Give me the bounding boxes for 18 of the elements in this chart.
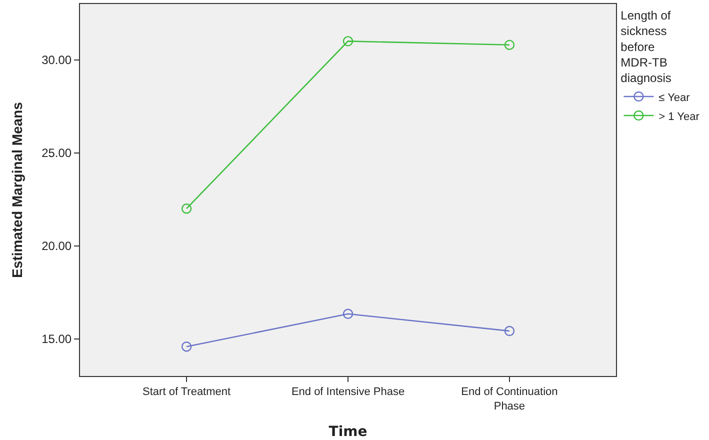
point: [504, 326, 515, 336]
point: [181, 342, 192, 352]
point: [342, 36, 354, 46]
y-axis-title: Estimated Marginal Means: [9, 102, 26, 278]
legend-label: > 1 Year: [658, 110, 700, 123]
point: [342, 308, 354, 319]
x-axis-title: Time: [328, 424, 368, 440]
y-tick-label: 15.00: [42, 332, 72, 346]
y-tick-label: 30.00: [42, 53, 72, 67]
y-tick-label: 20.00: [42, 239, 72, 253]
y-tick-label: 25.00: [42, 146, 72, 160]
legend-label: ≤ Year: [658, 92, 690, 104]
x-tick-label: Start of Treatment: [142, 386, 231, 398]
point: [504, 40, 515, 50]
x-tick-label: End of Continuation Phase: [461, 386, 558, 412]
point: [181, 204, 192, 214]
legend-title: Length of sickness before MDR-TB diagnosis: [620, 8, 672, 85]
x-tick-label: End of Intensive Phase: [291, 386, 405, 398]
